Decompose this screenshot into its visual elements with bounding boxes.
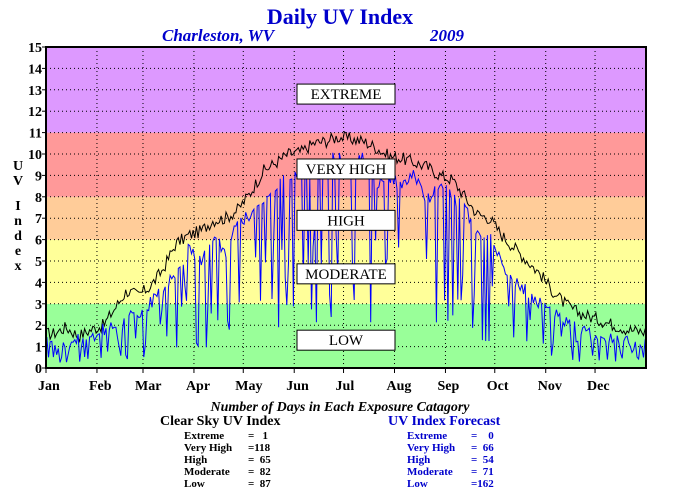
chart-title: Daily UV Index <box>266 4 414 29</box>
plot-frame <box>45 46 647 369</box>
stat-label: Low <box>184 478 205 490</box>
band-label-extreme: EXTREME <box>311 87 382 103</box>
year-label: 2009 <box>430 26 464 45</box>
band-label-box-very-high <box>296 158 396 180</box>
x-tick-label: Aug <box>386 379 411 394</box>
y-tick-label: 14 <box>28 62 42 77</box>
stat-value: = 82 <box>248 466 271 478</box>
forecast-stats: Extreme = 0 Very High = 66 High = 54 Modera… <box>407 430 494 490</box>
x-tick-label: May <box>235 379 262 394</box>
band-label-moderate: MODERATE <box>305 267 387 283</box>
clear-sky-row-very-high: Very High =118 <box>184 442 271 454</box>
band-label-very-high: VERY HIGH <box>306 162 387 178</box>
y-axis-label-char: e <box>15 244 21 259</box>
x-tick-label: Nov <box>538 379 562 394</box>
band-label-box-extreme <box>296 83 396 105</box>
band-label-low: LOW <box>329 333 364 349</box>
band-label-box-low <box>296 329 396 351</box>
y-axis-label-char: d <box>14 229 22 244</box>
stat-value: = 54 <box>471 454 494 466</box>
y-tick-label: 11 <box>29 127 42 142</box>
y-tick-label: 12 <box>28 105 42 120</box>
x-tick-label: Jul <box>336 379 355 394</box>
y-tick-label: 3 <box>35 298 42 313</box>
stat-label: Extreme <box>184 430 225 442</box>
x-tick-label: Oct <box>487 379 509 394</box>
y-tick-label: 10 <box>28 148 42 163</box>
y-tick-label: 0 <box>35 362 42 377</box>
clear-sky-row-low: Low = 87 <box>184 478 271 490</box>
x-tick-label: Jun <box>286 379 309 394</box>
y-tick-label: 2 <box>35 319 42 334</box>
stat-label: High <box>184 454 208 466</box>
stat-label: Low <box>407 478 428 490</box>
stat-value: = 1 <box>248 430 269 442</box>
y-tick-label: 4 <box>35 276 42 291</box>
stat-value: = 71 <box>471 466 494 478</box>
stat-value: =118 <box>248 442 271 454</box>
y-tick-label: 5 <box>35 255 42 270</box>
x-tick-label: Jan <box>38 379 60 394</box>
clear-sky-series-line <box>46 131 646 344</box>
forecast-row-high: High = 54 <box>407 454 494 466</box>
x-tick-label: Feb <box>89 379 112 394</box>
y-axis-label-char: x <box>15 259 22 274</box>
stat-label: Extreme <box>407 430 448 442</box>
clear-sky-row-moderate: Moderate = 82 <box>184 466 271 478</box>
x-tick-label: Mar <box>135 379 161 394</box>
stat-label: Very High <box>184 442 233 454</box>
y-axis-label-char: V <box>13 174 23 189</box>
y-tick-label: 1 <box>35 341 42 356</box>
clear-sky-row-extreme: Extreme = 1 <box>184 430 271 442</box>
location-label: Charleston, WV <box>162 26 275 45</box>
stat-label: Very High <box>407 442 456 454</box>
clear-sky-stats: Extreme = 1 Very High =118 High = 65 Modera… <box>184 430 271 490</box>
y-tick-label: 13 <box>28 84 42 99</box>
band-label-high: HIGH <box>327 213 365 229</box>
stats-caption: Number of Days in Each Exposure Catagory <box>210 400 470 415</box>
x-tick-label: Dec <box>587 379 610 394</box>
stat-value: = 0 <box>471 430 494 442</box>
y-axis-label-char: n <box>14 214 22 229</box>
clear-sky-title: Clear Sky UV Index <box>160 414 281 429</box>
forecast-title: UV Index Forecast <box>388 414 501 429</box>
stat-value: =162 <box>471 478 494 490</box>
stat-label: High <box>407 454 431 466</box>
clear-sky-row-high: High = 65 <box>184 454 271 466</box>
forecast-row-moderate: Moderate = 71 <box>407 466 494 478</box>
stat-value: = 65 <box>248 454 271 466</box>
x-tick-label: Apr <box>186 379 210 394</box>
stat-label: Moderate <box>407 466 453 478</box>
y-axis-label-char: U <box>13 159 23 174</box>
y-tick-label: 6 <box>35 234 42 249</box>
y-tick-label: 7 <box>35 212 42 227</box>
stat-label: Moderate <box>184 466 230 478</box>
forecast-row-very-high: Very High = 66 <box>407 442 494 454</box>
forecast-row-extreme: Extreme = 0 <box>407 430 494 442</box>
y-tick-label: 9 <box>35 169 42 184</box>
y-tick-label: 8 <box>35 191 42 206</box>
x-tick-label: Sep <box>437 379 459 394</box>
y-axis-label-char: I <box>15 199 20 214</box>
stat-value: = 66 <box>471 442 494 454</box>
y-tick-label: 15 <box>28 41 42 56</box>
band-label-box-high <box>296 209 396 231</box>
forecast-row-low: Low =162 <box>407 478 494 490</box>
band-label-box-moderate <box>296 263 396 285</box>
stat-value: = 87 <box>248 478 271 490</box>
